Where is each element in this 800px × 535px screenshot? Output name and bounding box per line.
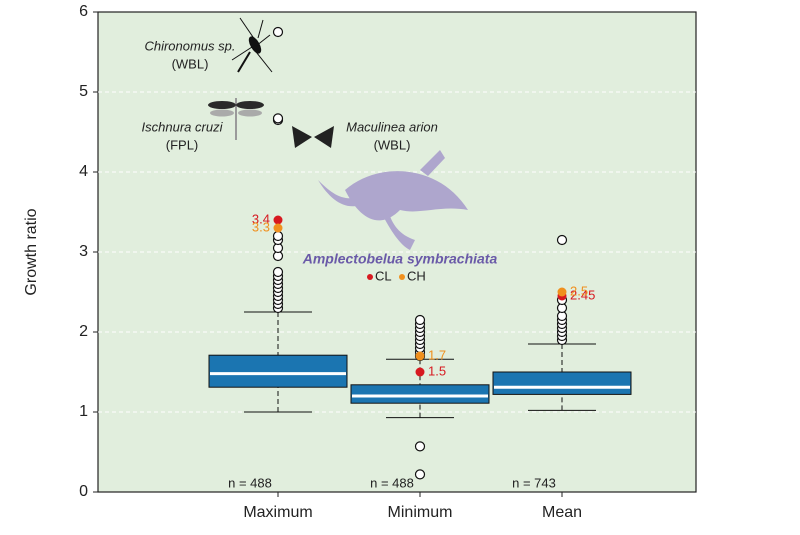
y-tick-label: 0 [79, 483, 88, 500]
annotation: (WBL) [172, 56, 209, 71]
x-tick-label: Maximum [243, 504, 312, 521]
outlier [414, 314, 426, 326]
mosquito-silhouette [231, 17, 273, 73]
highlight-point [415, 351, 425, 361]
legend-marker [399, 274, 405, 280]
annotation: Amplectobelua symbrachiata [302, 251, 498, 267]
grid [98, 91, 696, 413]
y-tick-label: 4 [79, 163, 88, 180]
y-tick-label: 2 [79, 323, 88, 340]
legend-label: CL [375, 268, 392, 283]
highlight-point [273, 223, 283, 233]
legend: CL CH [367, 268, 426, 283]
sample-size: n = 743 [512, 475, 556, 490]
butterfly-silhouette [292, 126, 334, 148]
x-tick-label: Mean [542, 504, 582, 521]
sample-size: n = 488 [228, 475, 272, 490]
data-label: 2.45 [570, 287, 595, 302]
annotation: Ischnura cruzi [142, 119, 224, 134]
annotation: (FPL) [166, 137, 199, 152]
y-tick-label: 6 [79, 3, 88, 20]
sample-size: n = 488 [370, 475, 414, 490]
annotation: Maculinea arion [346, 119, 438, 134]
annotation: (WBL) [374, 137, 411, 152]
annotation: Chironomus sp. [144, 38, 235, 53]
outlier [272, 230, 284, 242]
data-label: 1.7 [428, 347, 446, 362]
y-tick-label: 1 [79, 403, 88, 420]
highlight-point [557, 287, 567, 297]
outlier [414, 441, 426, 452]
y-axis-label: Growth ratio [23, 208, 40, 295]
x-tick-label: Minimum [388, 504, 453, 521]
legend-label: CH [407, 268, 426, 283]
anomalocarid-silhouette [318, 150, 468, 250]
box [350, 384, 490, 404]
outlier [556, 234, 568, 246]
highlight-point [273, 215, 283, 225]
highlight-point [415, 367, 425, 377]
data-label: 2.5 [570, 283, 588, 298]
data-label: 3.4 [252, 211, 270, 226]
dragonfly-silhouette [208, 98, 264, 140]
data-label: 3.3 [252, 219, 270, 234]
legend-marker [367, 274, 373, 280]
data-label: 1.5 [428, 363, 446, 378]
outlier [272, 113, 284, 124]
box [492, 371, 632, 395]
outlier [272, 26, 284, 38]
outlier [272, 266, 284, 278]
y-tick-label: 5 [79, 83, 88, 100]
outlier [414, 469, 426, 480]
box [208, 354, 348, 388]
y-tick-label: 3 [79, 243, 88, 260]
